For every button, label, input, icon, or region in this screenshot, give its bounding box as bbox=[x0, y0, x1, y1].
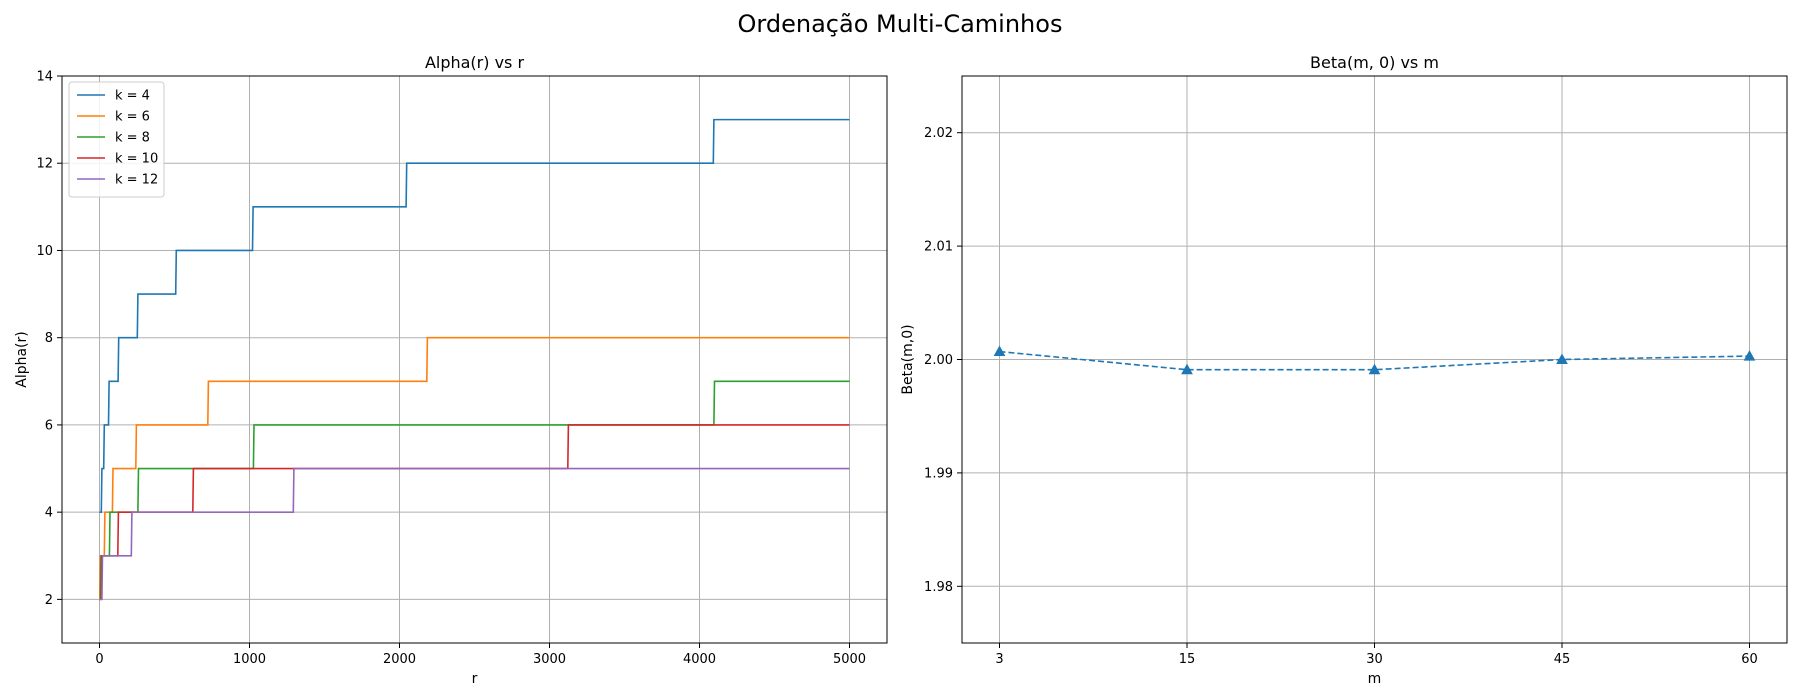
alpha-series-line-0 bbox=[99, 118, 850, 513]
beta-y-tick-label: 1.99 bbox=[924, 466, 953, 481]
beta-x-tick-label: 30 bbox=[1366, 652, 1383, 667]
alpha-series-lines bbox=[99, 118, 850, 601]
alpha-series-line-4 bbox=[99, 467, 850, 601]
alpha-legend-label: k = 8 bbox=[115, 131, 150, 146]
alpha-y-tick-label: 10 bbox=[36, 244, 53, 259]
alpha-chart: 0 1000 2000 3000 4000 5000 2 4 6 8 10 12 14 Alpha(r… bbox=[14, 53, 888, 687]
beta-data-point bbox=[1181, 363, 1193, 375]
beta-x-ticks: 3 15 30 45 60 bbox=[995, 643, 1758, 667]
alpha-legend-label: k = 4 bbox=[115, 89, 150, 104]
beta-x-tick-label: 3 bbox=[995, 652, 1003, 667]
alpha-x-tick-label: 2000 bbox=[383, 652, 416, 667]
beta-data-point bbox=[1556, 353, 1568, 364]
beta-y-tick-label: 2.00 bbox=[924, 353, 953, 368]
beta-x-axis-label: m bbox=[1368, 671, 1382, 687]
alpha-y-tick-label: 8 bbox=[45, 331, 53, 346]
alpha-x-tick-label: 5000 bbox=[833, 652, 866, 667]
beta-y-tick-label: 1.98 bbox=[924, 580, 953, 595]
alpha-x-tick-label: 4000 bbox=[683, 652, 716, 667]
beta-x-tick-label: 45 bbox=[1554, 652, 1571, 667]
alpha-plot-frame bbox=[61, 75, 888, 644]
alpha-y-tick-label: 6 bbox=[45, 418, 53, 433]
beta-grid bbox=[962, 76, 1787, 643]
beta-y-ticks: 1.98 1.99 2.00 2.01 2.02 bbox=[924, 126, 962, 595]
alpha-y-ticks: 2 4 6 8 10 12 14 bbox=[36, 70, 62, 608]
alpha-y-tick-label: 4 bbox=[45, 506, 53, 521]
alpha-chart-title: Alpha(r) vs r bbox=[425, 53, 525, 72]
beta-x-tick-label: 60 bbox=[1741, 652, 1758, 667]
alpha-x-tick-label: 1000 bbox=[233, 652, 266, 667]
alpha-plot-area bbox=[62, 76, 887, 643]
alpha-legend-box bbox=[68, 81, 165, 198]
alpha-x-tick-label: 0 bbox=[95, 652, 103, 667]
beta-data-point bbox=[993, 345, 1006, 357]
alpha-y-tick-label: 14 bbox=[36, 70, 53, 85]
beta-y-axis-label: Beta(m,0) bbox=[900, 324, 916, 394]
alpha-y-tick-label: 12 bbox=[36, 157, 53, 172]
alpha-x-ticks: 0 1000 2000 3000 4000 5000 bbox=[95, 643, 866, 667]
alpha-legend-label: k = 6 bbox=[115, 110, 150, 125]
beta-series-lines bbox=[993, 345, 1756, 375]
beta-data-point bbox=[1743, 350, 1756, 361]
beta-data-point bbox=[1368, 363, 1381, 375]
alpha-x-axis-label: r bbox=[472, 671, 478, 687]
beta-x-tick-label: 15 bbox=[1179, 652, 1196, 667]
beta-chart: 3 15 30 45 60 1.98 1.99 2.00 2.01 2.02 Beta(m, 0… bbox=[900, 53, 1788, 687]
beta-chart-title: Beta(m, 0) vs m bbox=[1310, 53, 1439, 72]
figure-title: Ordenação Multi-Caminhos bbox=[737, 10, 1063, 38]
alpha-legend: k = 4 k = 6 k = 8 k = 10 k = 12 bbox=[68, 81, 165, 198]
beta-series-line-0 bbox=[999, 350, 1750, 371]
alpha-legend-label: k = 12 bbox=[115, 173, 158, 188]
alpha-x-tick-label: 3000 bbox=[533, 652, 566, 667]
alpha-y-tick-label: 2 bbox=[45, 593, 53, 608]
alpha-legend-label: k = 10 bbox=[115, 152, 158, 167]
beta-y-tick-label: 2.01 bbox=[924, 240, 953, 255]
alpha-y-axis-label: Alpha(r) bbox=[14, 331, 30, 388]
beta-y-tick-label: 2.02 bbox=[924, 126, 953, 141]
